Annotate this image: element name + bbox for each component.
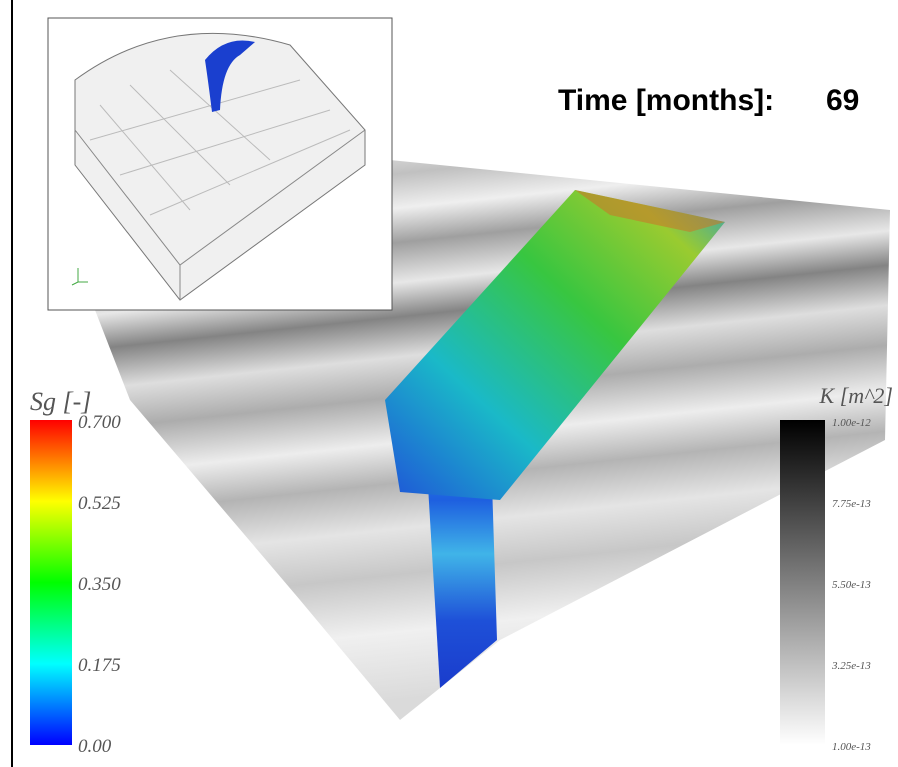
- sg-tick-label: 0.00: [78, 736, 112, 757]
- sg-colorbar: [30, 420, 72, 745]
- k-tick-label: 1.00e-12: [832, 417, 871, 429]
- time-value: 69: [826, 84, 859, 117]
- k-tick-label: 5.50e-13: [832, 579, 871, 591]
- page: Time [months]: 69 Sg [-] K [m^2] 0.7000.…: [0, 0, 898, 767]
- k-title: K [m^2]: [819, 383, 893, 408]
- k-colorbar: [780, 420, 825, 745]
- time-label: Time [months]:: [558, 84, 774, 117]
- sg-tick-label: 0.525: [78, 493, 121, 514]
- k-tick-label: 7.75e-13: [832, 498, 871, 510]
- k-tick-label: 1.00e-13: [832, 741, 871, 753]
- k-tick-label: 3.25e-13: [831, 660, 871, 672]
- sg-tick-label: 0.700: [78, 412, 121, 433]
- scene: Time [months]: 69 Sg [-] K [m^2] 0.7000.…: [0, 0, 898, 767]
- sg-tick-label: 0.175: [78, 655, 121, 676]
- sg-tick-label: 0.350: [78, 574, 121, 595]
- inset: [48, 18, 392, 310]
